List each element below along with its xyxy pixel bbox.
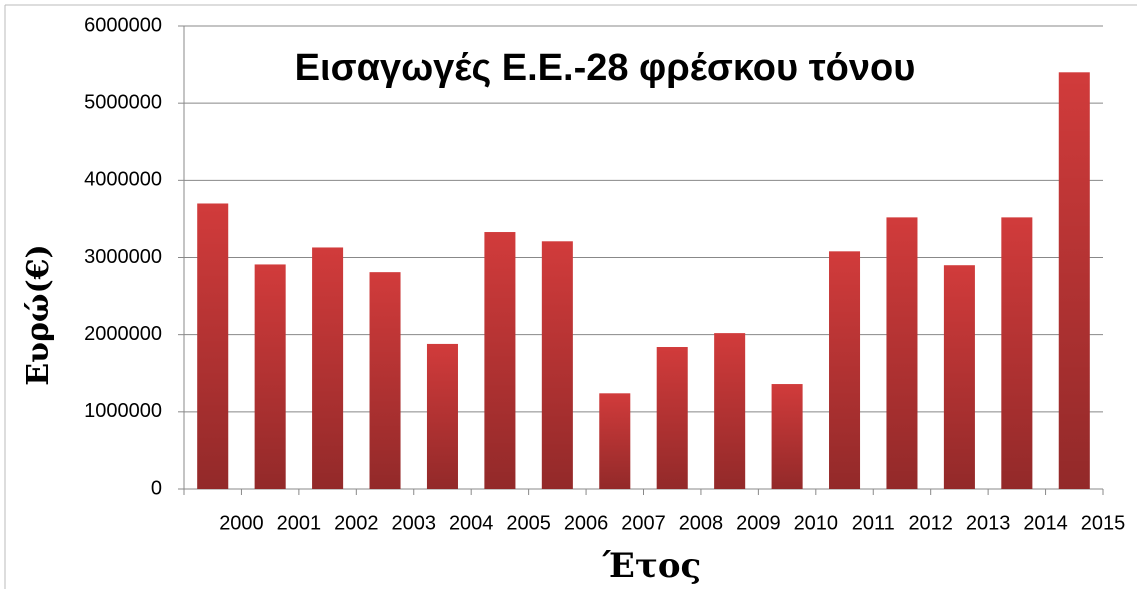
bar-shade <box>771 384 803 489</box>
bar-shade <box>829 251 861 489</box>
bar-shade <box>886 217 918 489</box>
x-tick-label: 2001 <box>277 512 322 534</box>
x-tick-label: 2011 <box>852 512 895 534</box>
bar-shade <box>197 203 229 489</box>
y-tick-label: 6000000 <box>84 14 162 36</box>
bar-shade <box>254 264 286 489</box>
y-tick-label: 3000000 <box>84 246 162 268</box>
x-tick-label: 2009 <box>736 512 781 534</box>
bar-shade <box>426 343 458 489</box>
x-tick-label: 2004 <box>449 512 494 534</box>
bar-shade <box>714 333 746 489</box>
bar-shade <box>312 247 344 489</box>
bar-shade <box>541 241 573 489</box>
x-tick-label: 2000 <box>219 512 264 534</box>
y-tick-label: 4000000 <box>84 169 162 191</box>
x-tick-label: 2010 <box>794 512 839 534</box>
bar-shade <box>369 272 401 489</box>
y-tick-label: 2000000 <box>84 323 162 345</box>
bar-shade <box>1058 72 1090 490</box>
bar-shade <box>599 393 631 489</box>
x-tick-label: 2008 <box>679 512 724 534</box>
x-tick-label: 2015 <box>1081 512 1126 534</box>
chart-title: Εισαγωγές Ε.Ε.-28 φρέσκου τόνου <box>295 47 916 89</box>
x-tick-label: 2003 <box>392 512 437 534</box>
x-tick-label: 2012 <box>908 512 953 534</box>
bar-shade <box>484 232 516 489</box>
bar-shade <box>943 265 975 489</box>
y-tick-label: 1000000 <box>84 400 162 422</box>
bar-shade <box>656 347 688 489</box>
bar-shade <box>1001 217 1033 489</box>
x-tick-label: 2006 <box>564 512 609 534</box>
y-tick-label: 0 <box>151 477 162 499</box>
x-axis-title: Έτος <box>602 546 701 586</box>
x-tick-label: 2007 <box>621 512 666 534</box>
x-tick-label: 2002 <box>334 512 379 534</box>
y-axis-title: Ευρώ(€) <box>21 244 56 385</box>
x-tick-label: 2014 <box>1023 512 1068 534</box>
y-tick-label: 5000000 <box>84 91 162 113</box>
x-tick-label: 2005 <box>506 512 551 534</box>
x-tick-label: 2013 <box>966 512 1011 534</box>
